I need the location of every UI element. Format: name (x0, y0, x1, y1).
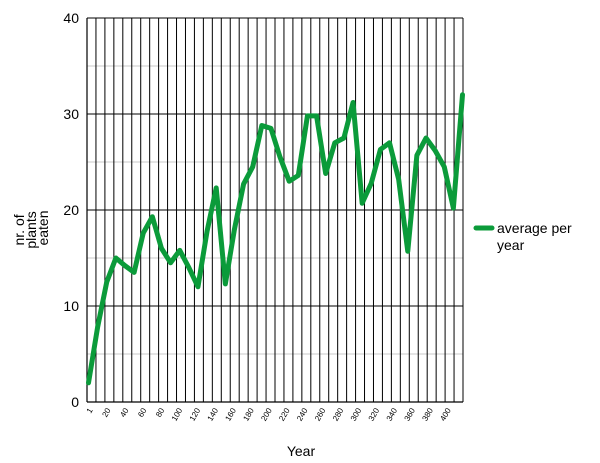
legend: average per year (473, 220, 572, 253)
y-axis-title-line-2: plants (23, 211, 39, 248)
series-line-average-per-year (86, 92, 465, 386)
x-tick-label: 340 (385, 406, 400, 423)
x-tick-label: 240 (295, 406, 310, 423)
legend-label-line-1: average per (497, 220, 572, 236)
x-tick-label: 120 (188, 406, 203, 423)
x-tick-label: 40 (118, 406, 131, 419)
x-tick-label: 280 (331, 406, 346, 423)
x-axis-title: Year (287, 443, 316, 459)
x-tick-label: 180 (241, 406, 256, 423)
x-tick-label: 80 (154, 406, 167, 419)
x-tick-label: 60 (136, 406, 149, 419)
x-tick-label: 320 (367, 406, 382, 423)
x-tick-label: 20 (100, 406, 113, 419)
x-tick-label: 400 (438, 406, 453, 423)
x-tick-label: 260 (313, 406, 328, 423)
axes (86, 18, 463, 403)
x-tick-labels: 1 20 40 60 80 100 120 140 160 180 200 220 240 260 280 3… (85, 406, 453, 423)
grid-lines (86, 17, 464, 403)
y-axis-title-line-3: eaten (35, 210, 51, 245)
x-tick-label: 220 (277, 406, 292, 423)
y-tick-labels: 0 10 20 30 40 (63, 10, 79, 410)
y-tick-label: 20 (63, 202, 79, 218)
x-tick-label: 100 (170, 406, 185, 423)
x-tick-label: 300 (349, 406, 364, 423)
x-tick-label: 1 (85, 406, 95, 415)
y-tick-label: 0 (71, 394, 79, 410)
x-tick-label: 140 (206, 406, 221, 423)
y-tick-label: 40 (63, 10, 79, 26)
x-tick-label: 200 (259, 406, 274, 423)
series-layer (86, 92, 465, 386)
y-axis-title: nr. of plants eaten (11, 207, 51, 248)
y-axis-title-line-1: nr. of (11, 214, 27, 245)
y-tick-label: 30 (63, 106, 79, 122)
x-tick-label: 360 (403, 406, 418, 423)
x-tick-label: 160 (223, 406, 238, 423)
y-tick-label: 10 (63, 298, 79, 314)
x-tick-label: 380 (420, 406, 435, 423)
legend-label-line-2: year (497, 237, 525, 253)
legend-label: average per year (497, 220, 572, 253)
